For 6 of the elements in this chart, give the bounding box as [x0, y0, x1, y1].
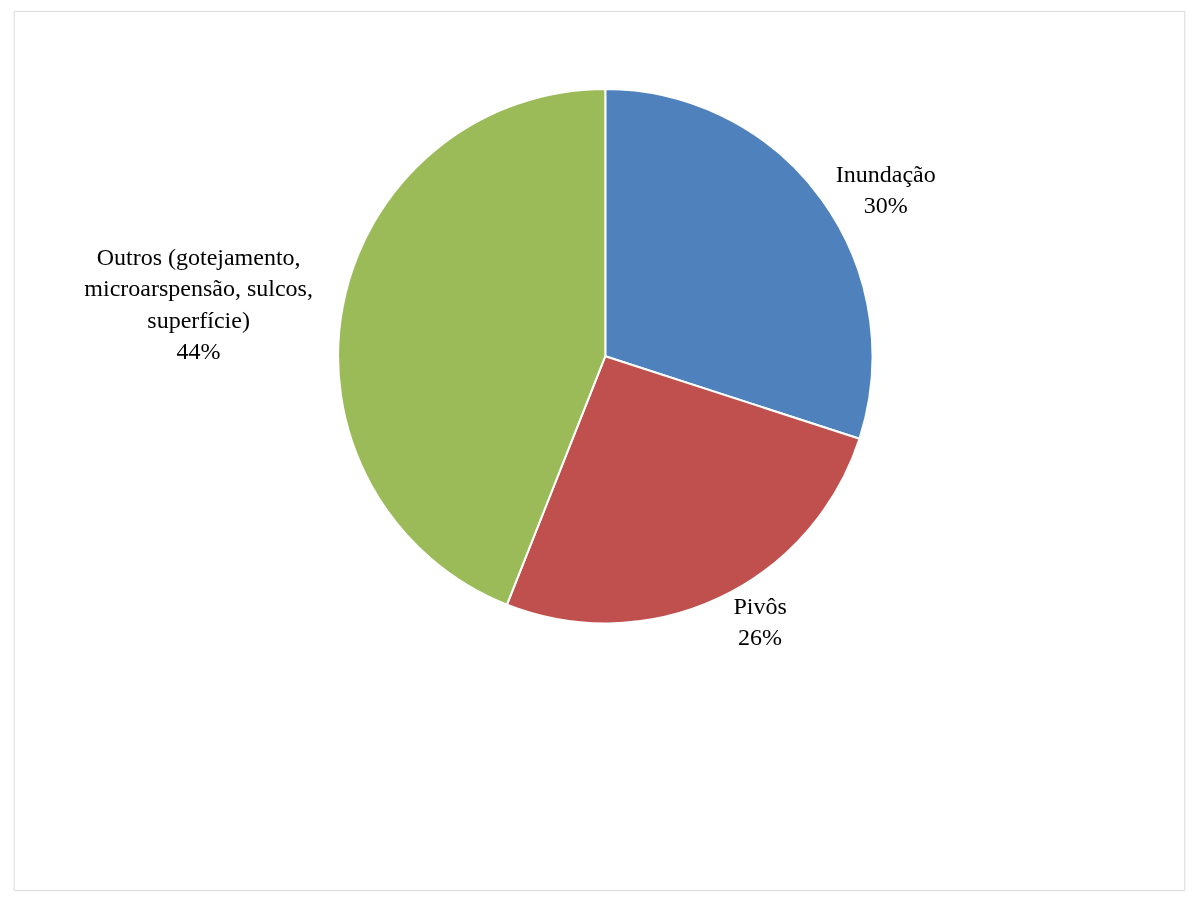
- data-label: 26%: [738, 623, 783, 650]
- data-label: 30%: [863, 191, 908, 218]
- data-label: 44%: [176, 337, 221, 364]
- slice-label: Outros (gotejamento, microarspensão, sulcos, superfície): [84, 244, 313, 333]
- slice-label: Inundação: [835, 160, 936, 187]
- slice-label: Pivôs: [733, 592, 787, 619]
